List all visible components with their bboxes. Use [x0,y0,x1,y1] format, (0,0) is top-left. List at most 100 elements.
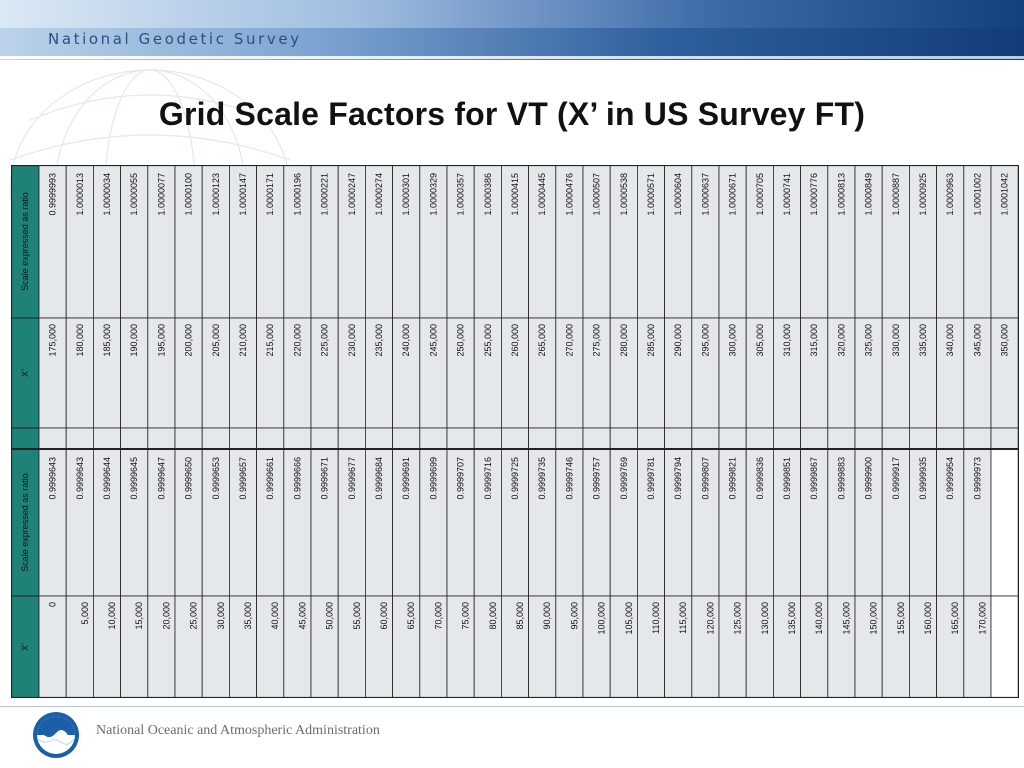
bottom-x-value: 50,000 [325,602,335,630]
top-x-value: 310,000 [782,324,792,357]
table-cell [745,165,774,319]
top-x-value: 200,000 [184,324,194,357]
table-cell [718,595,747,698]
table-cell [446,427,475,450]
top-scale-value: 1.0000849 [864,173,874,216]
bottom-x-value: 5,000 [80,602,90,625]
table-cell [446,317,475,429]
table-cell [256,317,285,429]
table-cell [93,317,122,429]
bottom-scale-value: 0.9999666 [292,457,302,500]
bottom-scale-value: 0.9999671 [320,457,330,500]
top-x-value: 300,000 [728,324,738,357]
top-scale-value: 1.0000329 [428,173,438,216]
table-cell [93,448,122,597]
top-scale-value: 1.0000963 [945,173,955,216]
top-scale-value: 1.0000571 [646,173,656,216]
bottom-x-value: 110,000 [651,602,661,634]
table-cell [419,427,448,450]
bottom-x-value: 135,000 [787,602,797,635]
table-cell [147,165,176,319]
table-cell [283,317,312,429]
bottom-x-value: 95,000 [569,602,579,630]
bottom-x-value: 140,000 [814,602,824,635]
table-cell [337,165,366,319]
table-cell [174,317,203,429]
table-cell [990,427,1019,450]
table-cell [500,317,529,429]
bottom-x-value: 20,000 [161,602,171,630]
table-cell [963,427,992,450]
top-x-value: 335,000 [918,324,928,357]
top-scale-value: 1.0001042 [1000,173,1010,216]
table-cell [392,595,421,698]
footer-divider [0,706,1024,707]
bottom-scale-value: 0.9999691 [401,457,411,500]
table-cell [909,165,938,319]
top-scale-value: 1.0000301 [401,173,411,216]
table-cell [174,165,203,319]
table-cell [201,165,230,319]
table-cell [283,595,312,698]
label-scale-bottom: Scale expressed as ratio [20,473,30,572]
top-scale-value: 1.0000100 [184,173,194,216]
top-scale-value: 1.0000034 [102,173,112,216]
top-scale-value: 1.0000013 [75,173,85,216]
table-cell [201,317,230,429]
footer-agency-name: National Oceanic and Atmospheric Adminis… [96,723,380,738]
table-cell [609,317,638,429]
bottom-scale-value: 0.9999900 [864,457,874,500]
top-scale-value: 1.0000077 [156,173,166,216]
top-scale-value: 1.0000171 [265,173,275,216]
top-scale-value: 1.0001002 [972,173,982,216]
top-x-value: 270,000 [564,324,574,357]
bottom-x-value: 75,000 [461,602,471,630]
table-cell [500,165,529,319]
slide-title: Grid Scale Factors for VT (X’ in US Surv… [158,96,866,132]
bottom-x-value: 70,000 [433,602,443,630]
bottom-scale-value: 0.9999821 [728,457,738,500]
bottom-scale-value: 0.9999645 [129,457,139,500]
table-cell [228,448,257,597]
top-x-value: 235,000 [374,324,384,357]
bottom-x-value: 120,000 [705,602,715,635]
table-cell [881,448,910,597]
table-cell [283,165,312,319]
table-cell [528,595,557,698]
banner-top-strip [0,0,1024,28]
table-cell [120,427,149,450]
table-cell [500,427,529,450]
table-cell [256,165,285,319]
table-cell [664,165,693,319]
table-cell [310,595,339,698]
top-scale-value: 1.0000445 [537,173,547,216]
top-x-value: 290,000 [673,324,683,357]
table-border [11,165,1019,698]
table-cell [147,448,176,597]
bottom-x-value: 90,000 [542,602,552,630]
bottom-x-value: 155,000 [896,602,906,635]
table-cell [120,595,149,698]
table-cell [827,427,856,450]
table-cell [664,427,693,450]
top-x-value: 340,000 [945,324,955,357]
table-cell [963,317,992,429]
table-cell [419,595,448,698]
table-cell [555,427,584,450]
table-cell [609,165,638,319]
table-cell [446,595,475,698]
table-cell [936,427,965,450]
table-cell [337,427,366,450]
table-cell [528,165,557,319]
bottom-scale-value: 0.9999653 [211,457,221,500]
table-cell [637,595,666,698]
table-cell [364,317,393,429]
table-cell [392,448,421,597]
table-cell [147,427,176,450]
table-cell [228,595,257,698]
bottom-x-value: 30,000 [216,602,226,630]
table-cell [555,165,584,319]
table-cell [854,427,883,450]
table-cell [609,427,638,450]
table-cell [637,427,666,450]
